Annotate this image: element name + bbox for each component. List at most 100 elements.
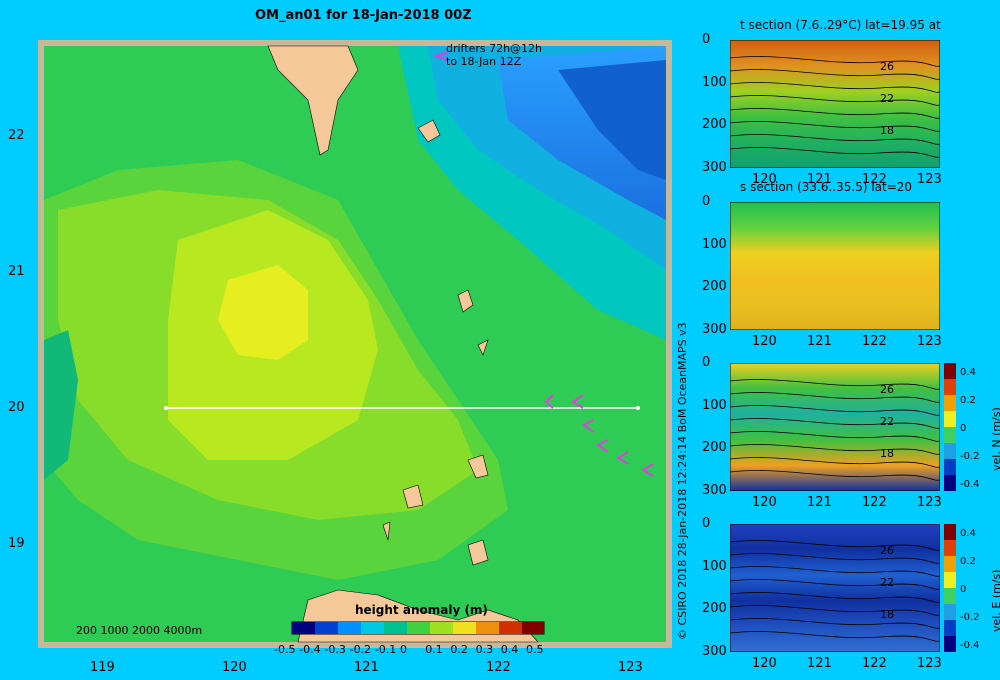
panel-y-tick: 200	[702, 601, 727, 617]
land-island	[457, 289, 474, 313]
panel-x-tick: 123	[917, 495, 942, 510]
panel-x-tick: 121	[807, 656, 832, 671]
drifter-arrow	[616, 451, 629, 465]
panel-title: s section (33.6..35.5) lat=20	[740, 180, 913, 194]
contour-label: 22	[880, 576, 894, 589]
panel-y-tick: 100	[702, 236, 727, 252]
isotherm-contour	[730, 540, 940, 551]
colorbar-tick-label: 0.2	[450, 643, 468, 656]
section-plot	[730, 363, 940, 491]
isotherm-contour	[730, 618, 940, 629]
panel-x-tick: 122	[862, 334, 887, 349]
land-island	[382, 521, 391, 541]
velocity-colorbar	[944, 524, 956, 652]
section-plot	[730, 524, 940, 652]
contour-label: 22	[880, 92, 894, 105]
drifter-legend-arrow	[432, 51, 449, 61]
colorbar-tick-label: 0.4	[500, 643, 519, 656]
map-x-tick: 121	[354, 660, 379, 675]
isotherm-contour	[730, 431, 940, 442]
map-y-tick: 20	[8, 400, 25, 415]
drifter-legend-line1: drifters 72h@12h	[446, 42, 543, 55]
panel-x-tick: 121	[807, 172, 832, 187]
contour-label: 18	[880, 124, 894, 137]
colorbar-tick: -0.2	[960, 612, 980, 623]
section-plot	[730, 202, 940, 330]
panel-x-tick: 120	[752, 172, 777, 187]
section-start-marker	[164, 406, 168, 410]
drifter-arrow	[641, 463, 654, 477]
panel-y-tick: 300	[702, 644, 727, 659]
panel-x-tick: 120	[752, 495, 777, 510]
yellow-region	[218, 265, 308, 360]
isotherm-contour	[730, 605, 940, 616]
isotherm-contour	[730, 147, 940, 158]
map-x-tick: 123	[618, 660, 643, 675]
isotherm-contour	[730, 82, 940, 93]
isotherm-contour	[730, 631, 940, 642]
panel-x-tick: 123	[917, 334, 942, 349]
velocity-colorbar	[944, 363, 956, 491]
isotherm-contour	[730, 592, 940, 603]
panel-x-tick: 120	[752, 334, 777, 349]
map-canvas	[44, 45, 666, 643]
panel-y-tick: 0	[702, 355, 711, 370]
panel-y-tick: 0	[702, 516, 711, 531]
depth-scale-label: 200 1000 2000 4000m	[76, 624, 203, 637]
section-field	[730, 524, 940, 652]
drifter-legend-line2: to 18-Jan 12Z	[446, 55, 522, 68]
panel-y-tick: 300	[702, 322, 727, 337]
colorbar-tick-label: -0.4	[299, 643, 321, 656]
panel-y-tick: 0	[702, 194, 711, 209]
panel-y-tick: 100	[702, 74, 727, 90]
panel-y-tick: 300	[702, 160, 727, 175]
panel-y-tick: 300	[702, 483, 727, 498]
isotherm-contour	[730, 95, 940, 106]
contour-label: 18	[880, 447, 894, 460]
darkblue-region	[558, 60, 666, 180]
contour-label: 26	[880, 60, 894, 73]
map-y-tick: 21	[8, 264, 25, 279]
drifter-arrow	[596, 439, 609, 453]
panel-y-tick: 100	[702, 558, 727, 574]
isotherm-contour	[730, 444, 940, 455]
colorbar-label: vel. N (m/s)	[990, 407, 1000, 471]
contour-label: 26	[880, 544, 894, 557]
isotherm-contour	[730, 579, 940, 590]
colorbar-label: vel. E (m/s)	[990, 569, 1000, 632]
credit-text: © CSIRO 2018 28-Jan-2018 12:24:14 BoM Oc…	[676, 322, 689, 640]
panel-y-tick: 200	[702, 117, 727, 133]
drifter-arrows	[432, 51, 654, 477]
colorbar-tick-label: 0.3	[475, 643, 494, 656]
panel-y-tick: 100	[702, 397, 727, 413]
map-title: OM_an01 for 18-Jan-2018 00Z	[255, 8, 472, 23]
panel-x-tick: 123	[917, 172, 942, 187]
panel-x-tick: 121	[807, 334, 832, 349]
panel-y-tick: 200	[702, 440, 727, 456]
section-plot	[730, 40, 940, 168]
colorbar-tick-label: -0.1	[374, 643, 397, 656]
isotherm-contour	[730, 470, 940, 481]
colorbar-tick: 0.4	[960, 528, 976, 539]
isotherm-contour	[730, 418, 940, 429]
panel-x-tick: 123	[917, 656, 942, 671]
isotherm-contour	[730, 121, 940, 132]
isotherm-contour	[730, 379, 940, 390]
land-taiwan	[267, 45, 359, 156]
colorbar-tick: 0	[960, 423, 967, 434]
contour-label: 22	[880, 415, 894, 428]
colorbar-tick-label: -0.5	[274, 643, 296, 656]
isotherm-contour	[730, 553, 940, 564]
colorbar-tick: 0.4	[960, 367, 976, 378]
colorbar-tick-label: 0	[400, 643, 407, 656]
height-anomaly-legend-title: height anomaly (m)	[355, 603, 488, 617]
colorbar-tick: 0.2	[960, 556, 976, 567]
isotherm-contour	[730, 108, 940, 119]
height-anomaly-map	[38, 40, 672, 648]
panel-x-tick: 121	[807, 495, 832, 510]
colorbar-tick: 0	[960, 584, 967, 595]
section-field	[730, 40, 940, 168]
colorbar-tick-label: -0.2	[349, 643, 372, 656]
drifter-arrow	[544, 394, 554, 409]
land-island	[417, 119, 441, 143]
